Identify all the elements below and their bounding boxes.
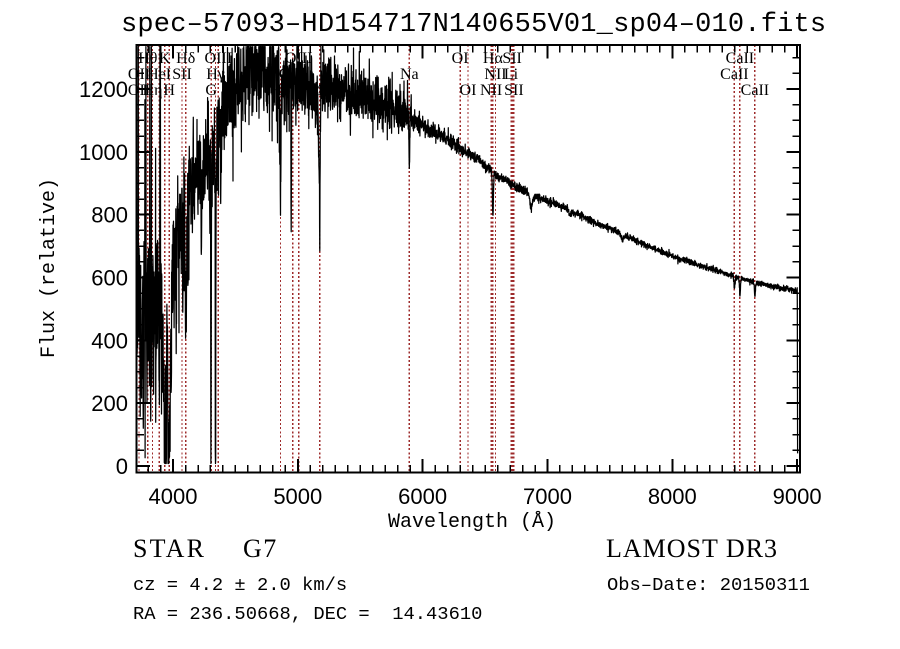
svg-text:OIII: OIII (285, 50, 313, 67)
svg-text:9000: 9000 (773, 484, 822, 509)
svg-text:CaII: CaII (720, 66, 748, 83)
svg-text:800: 800 (91, 203, 128, 228)
svg-text:Li: Li (504, 66, 519, 83)
svg-text:7000: 7000 (523, 484, 572, 509)
svg-text:NII: NII (484, 66, 506, 83)
svg-text:CaII: CaII (741, 82, 769, 99)
svg-text:H: H (163, 82, 175, 99)
svg-text:Hα: Hα (483, 50, 504, 67)
svg-text:400: 400 (91, 328, 128, 353)
svg-text:SII: SII (502, 50, 522, 67)
svg-text:Hγ: Hγ (206, 66, 225, 83)
svg-text:OIII: OIII (279, 66, 307, 83)
svg-text:200: 200 (91, 391, 128, 416)
svg-text:OI: OI (452, 50, 469, 67)
svg-text:Mg: Mg (309, 82, 331, 99)
svg-text:1200: 1200 (79, 77, 128, 102)
svg-text:OIII: OIII (205, 50, 233, 67)
svg-text:8000: 8000 (648, 484, 697, 509)
svg-text:OI: OI (460, 82, 477, 99)
svg-text:1000: 1000 (79, 140, 128, 165)
svg-text:OII: OII (128, 82, 150, 99)
svg-text:SII: SII (172, 66, 192, 83)
svg-text:K: K (159, 50, 171, 67)
svg-text:HeI: HeI (147, 66, 171, 83)
svg-text:Na: Na (400, 66, 419, 83)
svg-text:G: G (205, 82, 217, 99)
svg-text:NII: NII (480, 82, 502, 99)
svg-text:6000: 6000 (398, 484, 447, 509)
svg-text:5000: 5000 (273, 484, 322, 509)
svg-text:Hδ: Hδ (176, 50, 195, 67)
svg-text:4000: 4000 (149, 484, 198, 509)
svg-text:CaII: CaII (726, 50, 754, 67)
svg-text:Hη: Hη (143, 82, 163, 99)
svg-text:600: 600 (91, 266, 128, 291)
svg-text:Hβ: Hβ (271, 82, 291, 99)
svg-text:0: 0 (116, 454, 128, 479)
svg-text:SII: SII (504, 82, 524, 99)
svg-text:Hθ: Hθ (138, 50, 157, 67)
svg-text:OII: OII (128, 66, 150, 83)
